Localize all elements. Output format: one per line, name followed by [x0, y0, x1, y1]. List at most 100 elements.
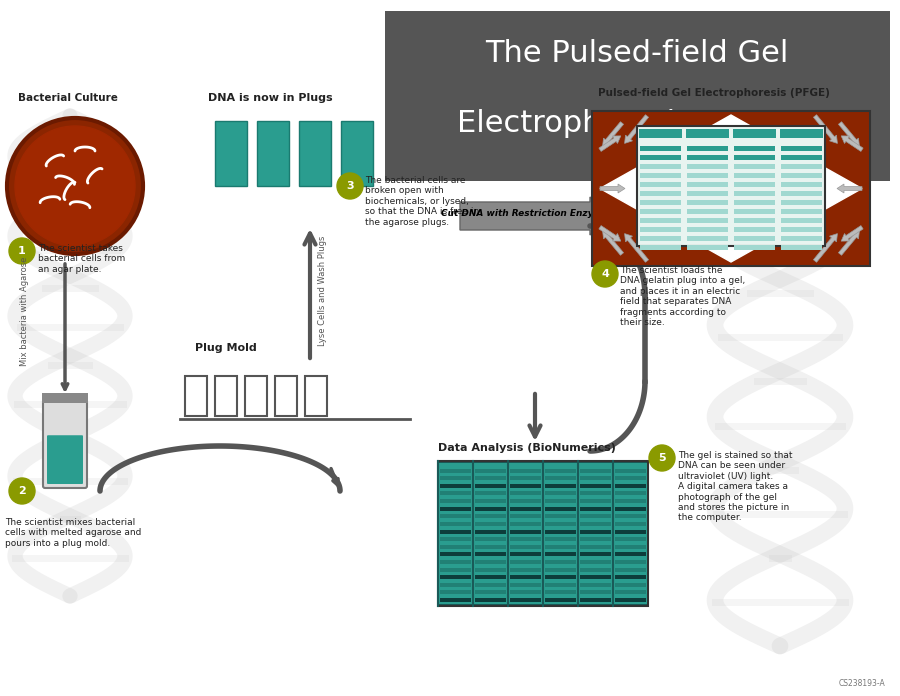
- FancyBboxPatch shape: [781, 209, 822, 214]
- FancyBboxPatch shape: [615, 598, 646, 602]
- FancyBboxPatch shape: [440, 575, 471, 579]
- FancyBboxPatch shape: [475, 537, 506, 541]
- FancyBboxPatch shape: [615, 537, 646, 541]
- FancyBboxPatch shape: [341, 121, 373, 186]
- FancyBboxPatch shape: [545, 598, 576, 602]
- FancyBboxPatch shape: [734, 182, 775, 187]
- Text: CS238193-A: CS238193-A: [838, 679, 885, 688]
- FancyBboxPatch shape: [475, 507, 506, 511]
- FancyBboxPatch shape: [580, 560, 611, 564]
- Circle shape: [592, 261, 618, 287]
- FancyBboxPatch shape: [615, 545, 646, 548]
- FancyBboxPatch shape: [440, 590, 471, 594]
- FancyBboxPatch shape: [615, 522, 646, 526]
- FancyBboxPatch shape: [440, 553, 471, 556]
- FancyBboxPatch shape: [640, 146, 681, 151]
- FancyBboxPatch shape: [615, 476, 646, 480]
- FancyBboxPatch shape: [440, 522, 471, 526]
- FancyBboxPatch shape: [580, 567, 611, 571]
- FancyBboxPatch shape: [509, 463, 542, 604]
- FancyBboxPatch shape: [510, 583, 541, 587]
- FancyBboxPatch shape: [545, 476, 576, 480]
- FancyBboxPatch shape: [781, 218, 822, 223]
- FancyBboxPatch shape: [614, 463, 647, 604]
- FancyBboxPatch shape: [580, 484, 611, 488]
- FancyBboxPatch shape: [545, 484, 576, 488]
- FancyBboxPatch shape: [637, 126, 825, 246]
- FancyBboxPatch shape: [687, 182, 728, 187]
- FancyBboxPatch shape: [215, 376, 237, 416]
- FancyBboxPatch shape: [615, 560, 646, 564]
- FancyBboxPatch shape: [475, 514, 506, 519]
- FancyBboxPatch shape: [580, 522, 611, 526]
- FancyBboxPatch shape: [510, 575, 541, 579]
- FancyBboxPatch shape: [245, 376, 267, 416]
- Text: 1: 1: [18, 246, 26, 256]
- FancyBboxPatch shape: [475, 476, 506, 480]
- FancyBboxPatch shape: [510, 590, 541, 594]
- FancyBboxPatch shape: [440, 468, 471, 473]
- FancyBboxPatch shape: [510, 530, 541, 534]
- Text: 4: 4: [601, 269, 609, 279]
- FancyBboxPatch shape: [640, 164, 681, 169]
- FancyBboxPatch shape: [545, 560, 576, 564]
- FancyBboxPatch shape: [781, 236, 822, 241]
- FancyBboxPatch shape: [510, 522, 541, 526]
- FancyArrow shape: [602, 230, 624, 255]
- FancyBboxPatch shape: [510, 567, 541, 571]
- FancyBboxPatch shape: [615, 484, 646, 488]
- FancyBboxPatch shape: [440, 476, 471, 480]
- FancyBboxPatch shape: [580, 491, 611, 496]
- Text: Mix bacteria with Agarose: Mix bacteria with Agarose: [20, 256, 29, 365]
- FancyBboxPatch shape: [592, 111, 870, 266]
- Polygon shape: [600, 115, 862, 262]
- FancyBboxPatch shape: [781, 200, 822, 205]
- FancyBboxPatch shape: [545, 491, 576, 496]
- Text: Data Analysis (BioNumerics): Data Analysis (BioNumerics): [438, 443, 616, 453]
- FancyBboxPatch shape: [475, 560, 506, 564]
- Text: Pulsed-field Gel Electrophoresis (PFGE): Pulsed-field Gel Electrophoresis (PFGE): [598, 88, 830, 98]
- FancyBboxPatch shape: [475, 468, 506, 473]
- FancyBboxPatch shape: [579, 463, 612, 604]
- FancyArrow shape: [460, 197, 610, 235]
- FancyBboxPatch shape: [510, 476, 541, 480]
- Text: The scientist mixes bacterial
cells with melted agarose and
pours into a plug mo: The scientist mixes bacterial cells with…: [5, 518, 141, 548]
- FancyBboxPatch shape: [580, 499, 611, 503]
- FancyBboxPatch shape: [440, 484, 471, 488]
- FancyBboxPatch shape: [544, 463, 577, 604]
- Text: Electrophoresis Process: Electrophoresis Process: [457, 109, 816, 139]
- FancyArrow shape: [842, 136, 863, 152]
- FancyBboxPatch shape: [43, 399, 87, 488]
- FancyArrow shape: [600, 184, 625, 193]
- FancyBboxPatch shape: [475, 590, 506, 594]
- FancyBboxPatch shape: [545, 583, 576, 587]
- FancyBboxPatch shape: [781, 245, 822, 250]
- FancyBboxPatch shape: [440, 583, 471, 587]
- FancyBboxPatch shape: [781, 146, 822, 151]
- FancyBboxPatch shape: [545, 553, 576, 556]
- FancyBboxPatch shape: [781, 227, 822, 232]
- FancyBboxPatch shape: [305, 376, 327, 416]
- FancyBboxPatch shape: [734, 227, 775, 232]
- FancyBboxPatch shape: [639, 129, 682, 138]
- FancyBboxPatch shape: [185, 376, 207, 416]
- FancyBboxPatch shape: [640, 218, 681, 223]
- FancyBboxPatch shape: [615, 590, 646, 594]
- Text: Bacterial Culture: Bacterial Culture: [18, 93, 118, 103]
- FancyArrow shape: [839, 122, 860, 146]
- FancyBboxPatch shape: [687, 173, 728, 178]
- FancyBboxPatch shape: [440, 537, 471, 541]
- FancyBboxPatch shape: [475, 522, 506, 526]
- FancyBboxPatch shape: [640, 236, 681, 241]
- Circle shape: [337, 173, 363, 199]
- Text: The Pulsed-field Gel: The Pulsed-field Gel: [485, 40, 788, 68]
- FancyBboxPatch shape: [475, 530, 506, 534]
- FancyBboxPatch shape: [580, 553, 611, 556]
- FancyBboxPatch shape: [440, 560, 471, 564]
- FancyBboxPatch shape: [615, 514, 646, 519]
- FancyBboxPatch shape: [510, 598, 541, 602]
- FancyArrow shape: [839, 230, 860, 255]
- FancyBboxPatch shape: [580, 583, 611, 587]
- FancyBboxPatch shape: [687, 209, 728, 214]
- FancyBboxPatch shape: [687, 200, 728, 205]
